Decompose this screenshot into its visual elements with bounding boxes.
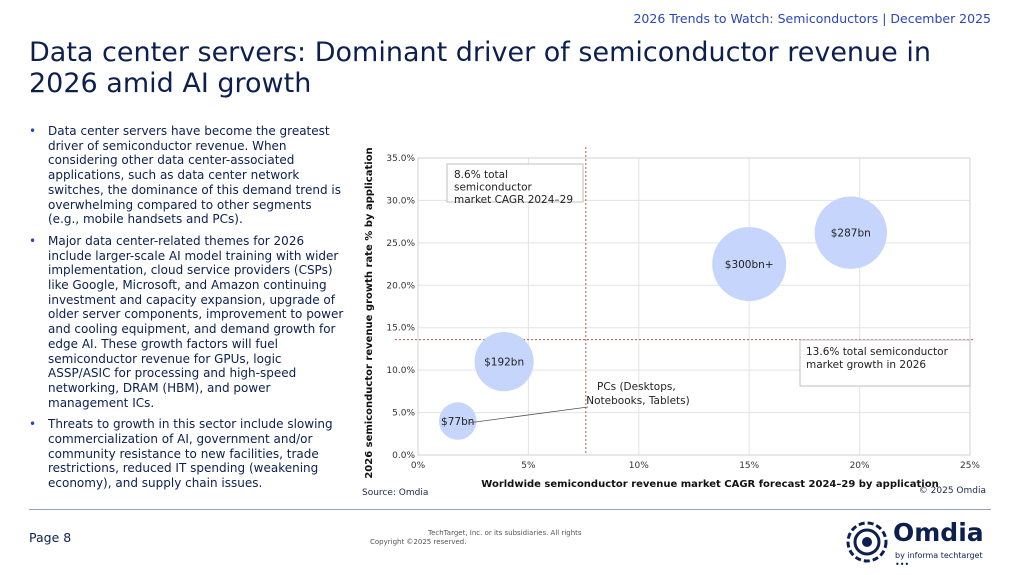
bubbles bbox=[438, 196, 887, 440]
bubble-label: $300bn+ bbox=[725, 259, 774, 271]
logo-subtitle: by informa techtarget ••• bbox=[895, 551, 983, 569]
bubble-label: $192bn bbox=[484, 357, 524, 369]
x-tick-label: 0% bbox=[411, 461, 426, 471]
footer-divider bbox=[29, 509, 991, 510]
y-tick-label: 30.0% bbox=[386, 196, 415, 206]
y-tick-label: 15.0% bbox=[386, 324, 415, 334]
y-tick-label: 20.0% bbox=[386, 281, 415, 291]
bubble-label: $287bn bbox=[831, 228, 871, 240]
growth-annotation-box bbox=[799, 339, 971, 387]
x-tick-label: 15% bbox=[739, 461, 759, 471]
x-axis-label: Worldwide semiconductor revenue market C… bbox=[481, 479, 938, 490]
page-title: Data center servers: Dominant driver of … bbox=[29, 37, 931, 99]
cagr-annotation-text: 8.6% total semiconductor market CAGR 202… bbox=[454, 169, 573, 206]
bullet-item: Data center servers have become the grea… bbox=[29, 124, 345, 227]
bubble bbox=[474, 332, 534, 392]
chart-copyright: © 2025 Omdia bbox=[918, 486, 986, 496]
legal-text-line-2: Copyright ©2025 reserved. bbox=[370, 538, 467, 546]
bullet-item: Threats to growth in this sector include… bbox=[29, 417, 345, 491]
cagr-annotation-box bbox=[446, 163, 584, 203]
bubble-labels: $77bn $192bn $300bn+ $287bn bbox=[441, 228, 871, 428]
y-tick-label: 10.0% bbox=[386, 366, 415, 376]
pc-callout-text: PCs (Desktops, Notebooks, Tablets) bbox=[586, 381, 689, 407]
plot-frame bbox=[417, 157, 971, 456]
omdia-logo: Omdia by informa techtarget ••• bbox=[845, 518, 995, 569]
x-tick-label: 10% bbox=[629, 461, 649, 471]
bubble bbox=[712, 227, 787, 302]
bullet-item: Major data center-related themes for 202… bbox=[29, 234, 345, 410]
header-tag: 2026 Trends to Watch: Semiconductors | D… bbox=[633, 11, 991, 26]
logo-wordmark: Omdia bbox=[893, 518, 984, 547]
x-tick-label: 20% bbox=[850, 461, 870, 471]
bubble-label: $77bn bbox=[441, 416, 474, 428]
bubble bbox=[814, 196, 887, 269]
legal-text-line-1: TechTarget, Inc. or its subsidiaries. Al… bbox=[428, 529, 582, 537]
source-note: Source: Omdia bbox=[362, 488, 429, 498]
y-tick-label: 35.0% bbox=[386, 154, 415, 164]
y-tick-label: 25.0% bbox=[386, 239, 415, 249]
y-tick-labels: 0.0% 5.0% 10.0% 15.0% 20.0% 25.0% 30.0% 35.0% bbox=[386, 154, 415, 461]
pc-callout-line bbox=[467, 406, 589, 424]
omdia-logo-icon bbox=[846, 521, 888, 563]
page-number: Page 8 bbox=[29, 530, 72, 545]
y-axis-label: 2026 semiconductor revenue growth rate %… bbox=[364, 147, 375, 478]
x-tick-label: 5% bbox=[521, 461, 536, 471]
x-tick-labels: 0% 5% 10% 15% 20% 25% bbox=[411, 461, 981, 471]
x-tick-label: 25% bbox=[960, 461, 980, 471]
growth-annotation-text: 13.6% total semiconductor market growth … bbox=[806, 346, 951, 371]
y-tick-label: 0.0% bbox=[392, 451, 415, 461]
bubble bbox=[438, 402, 477, 440]
y-tick-label: 5.0% bbox=[392, 409, 415, 419]
bullet-list: Data center servers have become the grea… bbox=[29, 124, 345, 498]
